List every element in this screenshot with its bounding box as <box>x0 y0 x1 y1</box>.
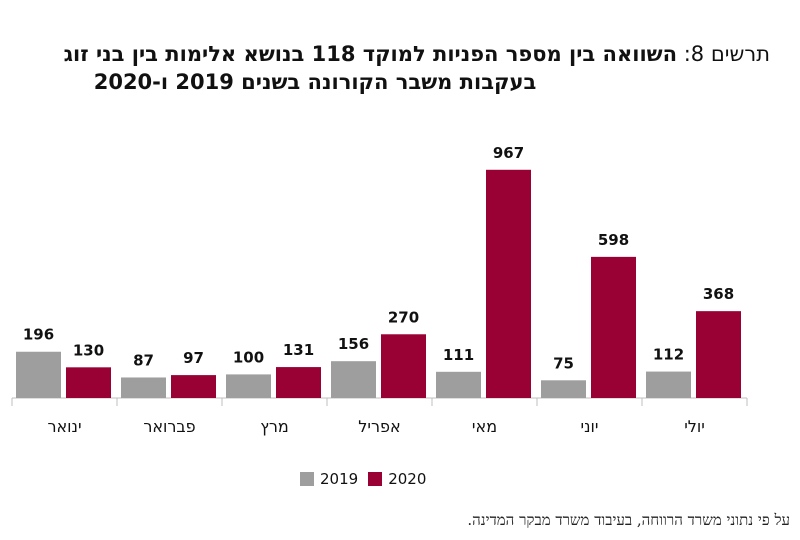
bar-2020-5 <box>486 169 531 398</box>
bar-2019-6 <box>541 380 586 398</box>
bar-2019-7 <box>646 371 691 398</box>
data-label-2019-5: 111 <box>443 346 474 364</box>
legend-label-2020: 2020 <box>388 470 427 488</box>
data-label-2019-3: 100 <box>233 348 264 366</box>
bar-2020-7 <box>696 311 741 398</box>
bar-2020-1 <box>66 367 111 398</box>
data-label-2019-4: 156 <box>338 335 369 353</box>
data-label-2020-2: 97 <box>183 349 204 367</box>
x-tick-label-3: מרץ <box>260 417 289 436</box>
bar-2019-2 <box>121 377 166 398</box>
bar-2020-2 <box>171 375 216 398</box>
x-tick-label-7: יולי <box>684 417 705 436</box>
chart-title: תרשים 8: השוואה בין מספר הפניות למוקד 11… <box>10 40 770 96</box>
source-note: על פי נתוני משרד הרווחה, בעיבוד משרד מבק… <box>467 511 790 529</box>
data-label-2019-1: 196 <box>23 326 54 344</box>
bar-2020-4 <box>381 334 426 398</box>
legend-item-2020: 2020 <box>368 470 426 488</box>
data-label-2019-7: 112 <box>653 346 684 364</box>
legend-item-2019: 2019 <box>300 470 358 488</box>
bar-2019-4 <box>331 361 376 398</box>
data-label-2020-6: 598 <box>598 231 629 249</box>
chart-title-prefix: תרשים 8: <box>683 42 770 66</box>
data-label-2019-2: 87 <box>133 351 154 369</box>
x-tick-label-6: יוני <box>581 417 599 436</box>
data-label-2020-1: 130 <box>73 341 104 359</box>
data-label-2019-6: 75 <box>553 354 574 372</box>
bar-2019-3 <box>226 374 271 398</box>
bar-2020-6 <box>591 256 636 398</box>
bar-2019-5 <box>436 371 481 398</box>
bar-chart: 196 130 ינואר 87 97 פברואר 100 131 מרץ 156 270 אפרי… <box>11 144 748 436</box>
chart-legend: 2019 2020 <box>300 470 426 488</box>
legend-label-2019: 2019 <box>320 470 359 488</box>
data-label-2020-7: 368 <box>703 285 734 303</box>
data-label-2020-4: 270 <box>388 308 419 326</box>
legend-swatch-2019 <box>300 472 314 486</box>
chart-title-line2: בעקבות משבר הקורונה בשנים 2019 ו-2020 <box>93 70 537 94</box>
bar-2020-3 <box>276 367 321 398</box>
x-tick-label-1: ינואר <box>47 417 81 436</box>
bar-2019-1 <box>16 351 61 398</box>
data-label-2020-5: 967 <box>493 144 524 162</box>
chart-title-line1: השוואה בין מספר הפניות למוקד 118 בנושא א… <box>63 42 678 66</box>
legend-swatch-2020 <box>368 472 383 486</box>
x-tick-label-5: מאי <box>472 417 497 436</box>
x-tick-label-2: פברואר <box>143 417 195 436</box>
x-tick-label-4: אפריל <box>358 417 400 436</box>
data-label-2020-3: 131 <box>283 341 314 359</box>
